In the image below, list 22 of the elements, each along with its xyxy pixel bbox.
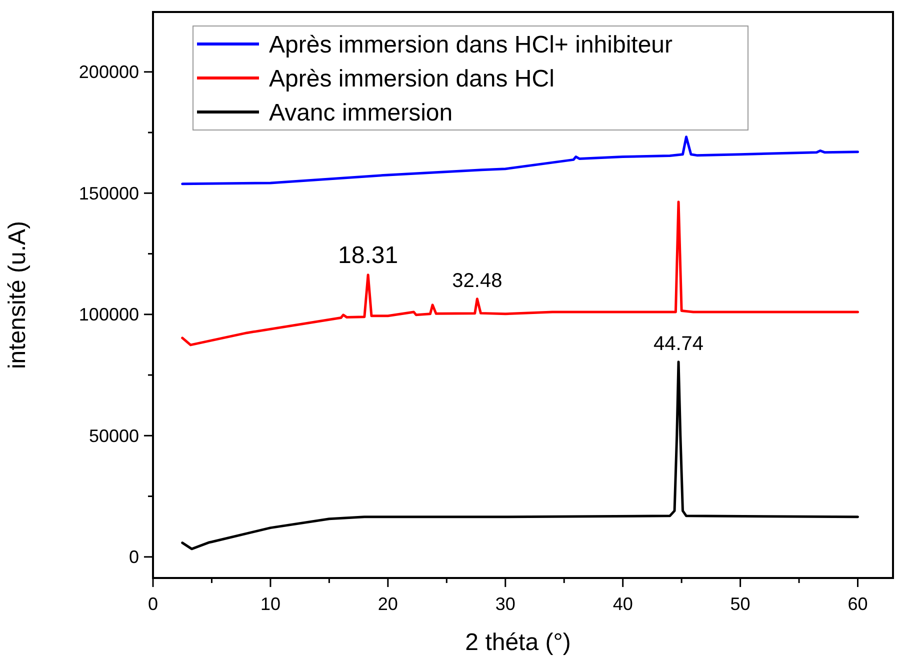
legend-label: Avanc immersion <box>269 99 453 126</box>
y-axis-title: intensité (u.A) <box>4 220 31 370</box>
line-series <box>181 136 860 186</box>
x-tick-label: 30 <box>495 594 516 614</box>
annotation: 32.48 <box>452 270 502 292</box>
y-tick-label: 50000 <box>88 426 139 446</box>
y-tick-label: 150000 <box>78 183 139 204</box>
x-tick-label: 60 <box>848 594 868 614</box>
y-tick-label: 0 <box>128 547 139 568</box>
x-tick-label: 20 <box>378 594 398 614</box>
annotation: 18.31 <box>338 242 398 269</box>
x-tick-label: 0 <box>148 594 158 614</box>
legend-label: Après immersion dans HCl <box>269 65 554 92</box>
line-series <box>181 360 860 550</box>
legend-label: Après immersion dans HCl+ inhibiteur <box>269 31 673 58</box>
x-axis-title: 2 théta (°) <box>465 629 571 656</box>
annotation: 44.74 <box>653 332 704 355</box>
y-tick-label: 100000 <box>78 304 139 325</box>
x-tick-label: 10 <box>260 594 280 614</box>
x-tick-label: 50 <box>730 594 750 614</box>
y-tick-label: 200000 <box>78 62 139 82</box>
x-tick-label: 40 <box>612 594 633 614</box>
